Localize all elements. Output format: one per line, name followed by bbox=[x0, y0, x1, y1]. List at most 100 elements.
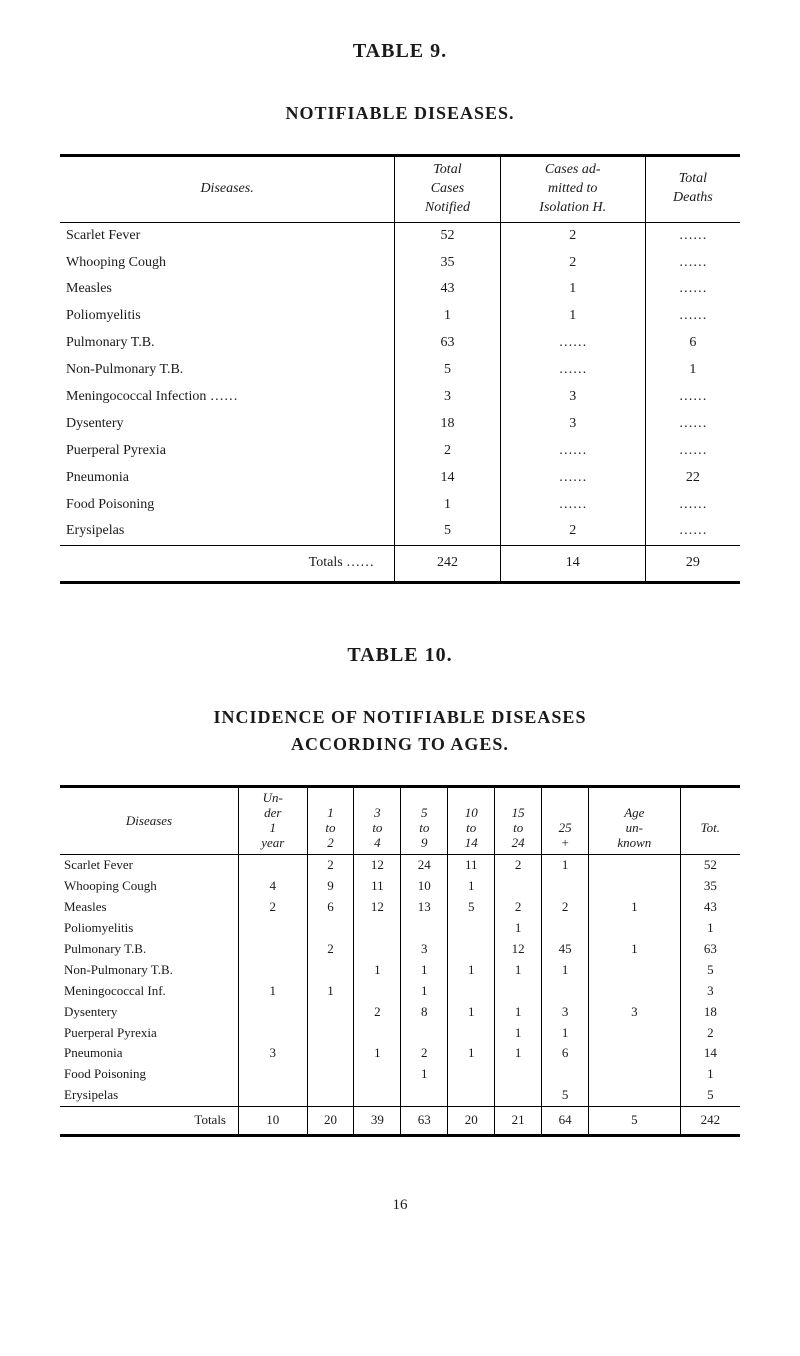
age-cell bbox=[542, 918, 589, 939]
age-cell bbox=[239, 939, 308, 960]
table-row: Puerperal Pyrexia2………… bbox=[60, 438, 740, 465]
table-row: Erysipelas55 bbox=[60, 1085, 740, 1106]
age-cell bbox=[589, 981, 681, 1002]
table9-title: TABLE 9. bbox=[60, 40, 740, 63]
age-cell bbox=[401, 1023, 448, 1044]
t9-col-notified-l3: Notified bbox=[401, 199, 494, 218]
age-cell: 1 bbox=[401, 960, 448, 981]
age-cell bbox=[542, 1064, 589, 1085]
age-cell: 2 bbox=[239, 897, 308, 918]
age-cell: 43 bbox=[680, 897, 740, 918]
age-cell bbox=[589, 960, 681, 981]
disease-name: Pneumonia bbox=[60, 1043, 239, 1064]
totals-row: Totals102039632021645242 bbox=[60, 1107, 740, 1136]
table9: Diseases. Total Cases Notified Cases ad-… bbox=[60, 154, 740, 584]
totals-cell: 20 bbox=[307, 1107, 354, 1136]
t9-col-admitted-l1: Cases ad- bbox=[507, 161, 639, 180]
table10-header-row: Diseases Un- der 1 year 1 to 2 3 to 4 5 … bbox=[60, 787, 740, 855]
disease-name: Whooping Cough bbox=[60, 876, 239, 897]
t10-col-10to14: 10 to 14 bbox=[448, 787, 495, 855]
age-cell: 63 bbox=[680, 939, 740, 960]
age-cell bbox=[354, 1023, 401, 1044]
age-cell: 2 bbox=[401, 1043, 448, 1064]
totals-cell: 20 bbox=[448, 1107, 495, 1136]
age-cell: 1 bbox=[589, 939, 681, 960]
disease-name: Measles bbox=[60, 276, 395, 303]
age-cell bbox=[239, 1023, 308, 1044]
age-cell: 1 bbox=[680, 918, 740, 939]
age-cell: 2 bbox=[307, 939, 354, 960]
table9-header-row: Diseases. Total Cases Notified Cases ad-… bbox=[60, 156, 740, 223]
t10-col-age-unknown: Age un- known bbox=[589, 787, 681, 855]
table-row: Food Poisoning11 bbox=[60, 1064, 740, 1085]
age-cell bbox=[354, 918, 401, 939]
cell-deaths: …… bbox=[645, 384, 740, 411]
cell-admitted: 3 bbox=[500, 411, 645, 438]
cell-notified: 2 bbox=[395, 438, 501, 465]
cell-deaths: …… bbox=[645, 276, 740, 303]
age-cell: 1 bbox=[354, 960, 401, 981]
cell-notified: 52 bbox=[395, 222, 501, 249]
age-cell bbox=[495, 1085, 542, 1106]
cell-deaths: 1 bbox=[645, 357, 740, 384]
table-row: Non-Pulmonary T.B.5……1 bbox=[60, 357, 740, 384]
age-cell bbox=[448, 1085, 495, 1106]
disease-name: Meningococcal Inf. bbox=[60, 981, 239, 1002]
age-cell: 2 bbox=[307, 855, 354, 876]
age-cell: 3 bbox=[239, 1043, 308, 1064]
cell-admitted: 1 bbox=[500, 276, 645, 303]
age-cell: 2 bbox=[680, 1023, 740, 1044]
age-cell: 1 bbox=[542, 1023, 589, 1044]
cell-deaths: …… bbox=[645, 492, 740, 519]
disease-name: Scarlet Fever bbox=[60, 222, 395, 249]
age-cell: 6 bbox=[307, 897, 354, 918]
disease-name: Measles bbox=[60, 897, 239, 918]
cell-admitted: 3 bbox=[500, 384, 645, 411]
t10-col-1to2: 1 to 2 bbox=[307, 787, 354, 855]
cell-notified: 5 bbox=[395, 357, 501, 384]
age-cell: 2 bbox=[354, 1002, 401, 1023]
age-cell bbox=[239, 1085, 308, 1106]
age-cell: 3 bbox=[401, 939, 448, 960]
cell-deaths: …… bbox=[645, 518, 740, 545]
age-cell: 35 bbox=[680, 876, 740, 897]
disease-name: Whooping Cough bbox=[60, 250, 395, 277]
age-cell: 5 bbox=[680, 960, 740, 981]
cell-admitted: …… bbox=[500, 438, 645, 465]
t10-col-total: Tot. bbox=[680, 787, 740, 855]
age-cell: 1 bbox=[239, 981, 308, 1002]
table10-subtitle-2: ACCORDING TO AGES. bbox=[60, 734, 740, 755]
cell-admitted: …… bbox=[500, 357, 645, 384]
age-cell bbox=[589, 1023, 681, 1044]
t10-col-diseases: Diseases bbox=[60, 787, 239, 855]
cell-notified: 3 bbox=[395, 384, 501, 411]
table10-subtitle-l2: ACCORDING TO AGES. bbox=[291, 734, 509, 754]
totals-cell: 242 bbox=[680, 1107, 740, 1136]
age-cell bbox=[354, 939, 401, 960]
cell-admitted: 1 bbox=[500, 303, 645, 330]
t10-col-under1: Un- der 1 year bbox=[239, 787, 308, 855]
cell-deaths: …… bbox=[645, 438, 740, 465]
table-row: Measles261213522143 bbox=[60, 897, 740, 918]
age-cell bbox=[448, 1064, 495, 1085]
age-cell: 9 bbox=[307, 876, 354, 897]
age-cell bbox=[307, 918, 354, 939]
table-row: Poliomyelitis11 bbox=[60, 918, 740, 939]
age-cell bbox=[589, 855, 681, 876]
age-cell bbox=[307, 1043, 354, 1064]
age-cell bbox=[448, 1023, 495, 1044]
table10-subtitle: INCIDENCE OF NOTIFIABLE DISEASES bbox=[60, 707, 740, 728]
t10-col-25plus: 25 + bbox=[542, 787, 589, 855]
age-cell bbox=[589, 1085, 681, 1106]
t9-col-admitted-l3: Isolation H. bbox=[507, 199, 639, 218]
t9-col-deaths: Total Deaths bbox=[645, 156, 740, 223]
disease-name: Poliomyelitis bbox=[60, 303, 395, 330]
cell-notified: 5 bbox=[395, 518, 501, 545]
age-cell: 2 bbox=[542, 897, 589, 918]
table10-title: TABLE 10. bbox=[60, 644, 740, 667]
totals-cell: Totals …… bbox=[60, 546, 395, 583]
age-cell bbox=[448, 981, 495, 1002]
age-cell bbox=[495, 876, 542, 897]
table-row: Meningococcal Infection ……33…… bbox=[60, 384, 740, 411]
t9-col-deaths-l1: Total bbox=[652, 170, 734, 189]
